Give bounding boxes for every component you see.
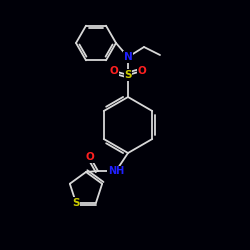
Text: O: O [138,66,146,76]
Text: O: O [86,152,94,162]
Text: NH: NH [108,166,124,176]
Text: S: S [72,198,80,208]
Text: S: S [124,70,132,80]
Text: N: N [124,52,132,62]
Text: O: O [110,66,118,76]
